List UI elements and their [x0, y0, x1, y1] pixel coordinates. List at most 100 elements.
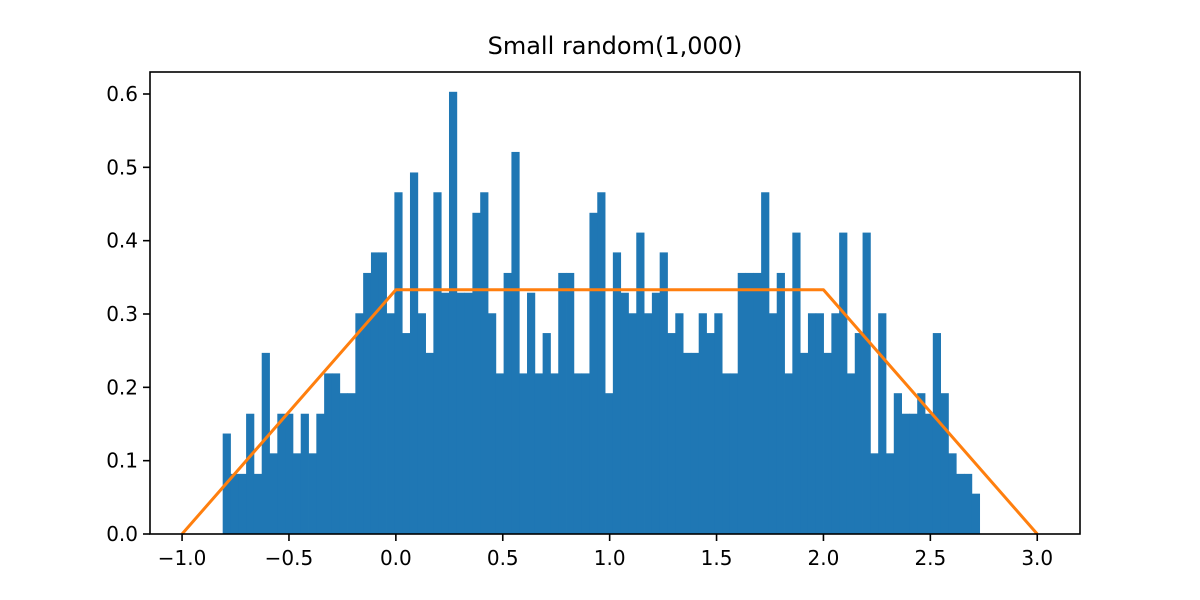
- histogram-bar: [300, 413, 309, 534]
- histogram-bars: [222, 91, 981, 535]
- histogram-bar: [386, 313, 395, 534]
- histogram-bar: [792, 232, 801, 534]
- histogram-bar: [854, 333, 863, 534]
- histogram-bar: [706, 333, 715, 534]
- histogram-bar: [698, 313, 707, 534]
- y-tick-label: 0.1: [106, 449, 138, 473]
- histogram-bar: [831, 313, 840, 534]
- histogram-bar: [480, 192, 489, 534]
- histogram-bar: [339, 393, 348, 534]
- chart-title: Small random(1,000): [488, 32, 743, 60]
- histogram-bar: [683, 352, 692, 534]
- histogram-bar: [901, 413, 910, 534]
- histogram-bar: [714, 313, 723, 534]
- y-tick-label: 0.0: [106, 522, 138, 546]
- y-tick-label: 0.3: [106, 302, 138, 326]
- histogram-bar: [815, 313, 824, 534]
- series-line-0: [180, 288, 1039, 535]
- histogram-bar: [495, 373, 505, 534]
- histogram-bar: [729, 373, 739, 534]
- x-tick-label: −1.0: [158, 546, 207, 570]
- histogram-bar: [230, 473, 239, 534]
- histogram-bar: [503, 272, 512, 534]
- x-tick-label: 0.5: [487, 546, 519, 570]
- histogram-bar: [737, 272, 746, 534]
- histogram-bar: [667, 333, 676, 534]
- histogram-bar: [589, 212, 598, 535]
- histogram-bar: [238, 473, 247, 534]
- histogram-bar: [800, 352, 809, 534]
- histogram-bar: [277, 413, 286, 534]
- x-tick-label: −0.5: [265, 546, 314, 570]
- x-tick-label: 2.5: [914, 546, 946, 570]
- x-tick-label: 2.0: [808, 546, 840, 570]
- histogram-bar: [441, 292, 450, 534]
- plot-frame: [149, 71, 1081, 535]
- x-tick-label: 1.0: [594, 546, 626, 570]
- histogram-bar: [363, 272, 372, 534]
- histogram-bar: [846, 373, 856, 534]
- histogram-bar: [605, 393, 614, 534]
- histogram-bar: [909, 413, 918, 534]
- y-tick-label: 0.4: [106, 229, 138, 253]
- histogram-bar: [433, 192, 442, 534]
- histogram-bar: [394, 192, 403, 534]
- histogram-bar: [527, 292, 536, 534]
- y-tick-label: 0.6: [106, 82, 138, 106]
- histogram-bar: [370, 252, 380, 534]
- histogram-bar: [784, 373, 793, 534]
- histogram-bar: [636, 232, 645, 534]
- histogram-bar: [807, 313, 817, 534]
- histogram-bar: [917, 393, 926, 534]
- histogram-bar: [885, 453, 895, 534]
- histogram-bar: [519, 373, 528, 534]
- histogram-bar: [550, 373, 559, 534]
- y-axis: 0.0 0.1 0.2 0.3 0.4 0.5 0.6: [106, 82, 150, 546]
- histogram-bar: [573, 373, 583, 534]
- histogram-bar: [971, 493, 981, 534]
- histogram-bar: [316, 413, 325, 534]
- histogram-bar: [285, 413, 294, 534]
- histogram-bar: [246, 413, 255, 534]
- histogram-bar: [940, 393, 949, 534]
- histogram-bar: [464, 292, 473, 534]
- histogram-bar: [558, 272, 567, 534]
- histogram-bar: [534, 373, 544, 534]
- histogram-bar: [355, 313, 364, 534]
- histogram-bar: [581, 373, 590, 534]
- histogram-bar: [292, 453, 302, 534]
- histogram-bar: [932, 333, 941, 534]
- histogram-bar: [566, 272, 575, 534]
- histogram-bar: [488, 313, 497, 534]
- histogram-bar: [261, 352, 270, 534]
- histogram-bar: [823, 352, 832, 534]
- histogram-bar: [644, 313, 653, 534]
- histogram-bar: [893, 393, 902, 534]
- histogram-bar: [768, 313, 778, 534]
- histogram-bar: [948, 453, 957, 534]
- x-axis: −1.0 −0.5 0.0 0.5 1.0 1.5 2.0 2.5 3.0: [158, 534, 1053, 570]
- y-tick-label: 0.5: [106, 155, 138, 179]
- histogram-bar: [761, 192, 770, 534]
- histogram-bar: [456, 292, 465, 534]
- histogram-bar: [331, 373, 341, 534]
- histogram-bar: [925, 413, 934, 534]
- histogram-bar: [839, 232, 848, 534]
- histogram-bar: [542, 333, 551, 534]
- histogram-bar: [253, 473, 263, 534]
- histogram-bar: [324, 373, 333, 534]
- histogram-bar: [753, 272, 762, 534]
- x-tick-label: 1.5: [701, 546, 733, 570]
- histogram-bar: [776, 272, 785, 534]
- x-tick-label: 3.0: [1021, 546, 1053, 570]
- histogram-bar: [402, 333, 411, 534]
- histogram-bar: [612, 252, 622, 534]
- histogram-bar: [956, 473, 965, 534]
- histogram-bar: [745, 272, 754, 534]
- histogram-bar: [690, 352, 700, 534]
- histogram-bar: [417, 313, 426, 534]
- histogram-bar: [308, 453, 317, 534]
- histogram-bar: [659, 252, 668, 534]
- histogram-bar: [675, 313, 684, 534]
